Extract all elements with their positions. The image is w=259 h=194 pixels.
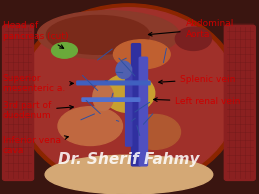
Ellipse shape bbox=[46, 16, 149, 54]
Ellipse shape bbox=[175, 27, 211, 50]
Ellipse shape bbox=[52, 43, 77, 58]
FancyBboxPatch shape bbox=[82, 98, 140, 101]
FancyBboxPatch shape bbox=[77, 81, 150, 85]
Ellipse shape bbox=[45, 155, 213, 194]
Text: Superior
mesenteric a.: Superior mesenteric a. bbox=[3, 74, 73, 93]
Ellipse shape bbox=[37, 11, 179, 59]
FancyBboxPatch shape bbox=[224, 25, 255, 180]
FancyBboxPatch shape bbox=[132, 44, 141, 166]
Ellipse shape bbox=[58, 107, 123, 146]
Ellipse shape bbox=[21, 8, 237, 186]
Text: 3rd part of
duodenum: 3rd part of duodenum bbox=[3, 101, 73, 120]
Text: Abdominal
Aorta: Abdominal Aorta bbox=[148, 19, 234, 39]
Ellipse shape bbox=[113, 40, 170, 69]
Text: Dr. Sherif Fahmy: Dr. Sherif Fahmy bbox=[58, 152, 200, 167]
Text: Left renal vein: Left renal vein bbox=[154, 97, 241, 106]
Text: Inferior vena
cava: Inferior vena cava bbox=[3, 136, 68, 155]
Ellipse shape bbox=[93, 83, 113, 111]
Ellipse shape bbox=[103, 74, 155, 113]
Text: Splenic vein: Splenic vein bbox=[159, 75, 236, 84]
Text: Head of
pancreas (cut): Head of pancreas (cut) bbox=[3, 21, 68, 48]
FancyBboxPatch shape bbox=[139, 57, 147, 166]
Ellipse shape bbox=[116, 61, 132, 79]
Ellipse shape bbox=[16, 4, 242, 190]
Ellipse shape bbox=[129, 114, 181, 149]
FancyBboxPatch shape bbox=[126, 67, 132, 146]
FancyBboxPatch shape bbox=[3, 25, 33, 180]
